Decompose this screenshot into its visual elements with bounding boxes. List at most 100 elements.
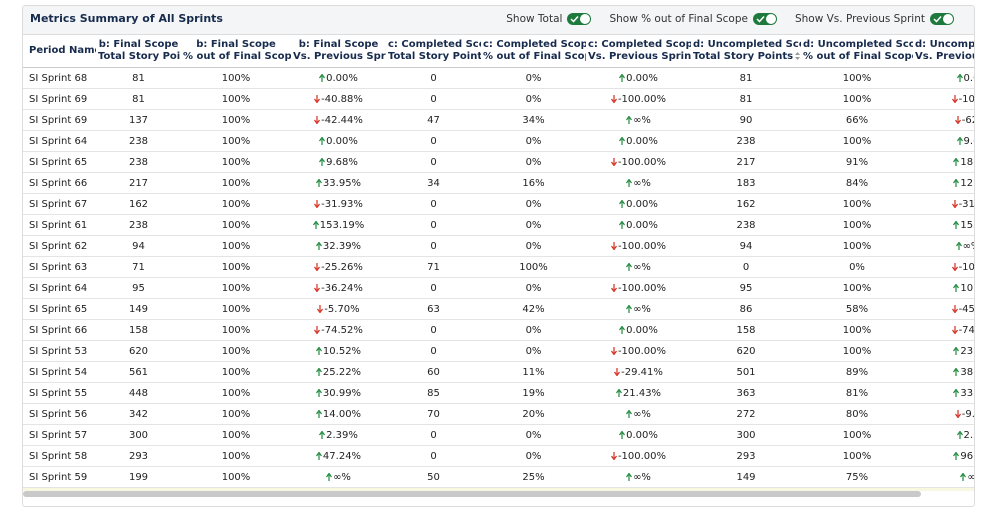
toggle-switch[interactable] bbox=[567, 13, 592, 25]
cell: -30.40% bbox=[586, 487, 691, 491]
cell: 620 bbox=[691, 340, 801, 362]
cell-text: 153.19% bbox=[319, 219, 365, 231]
cell: 95 bbox=[96, 277, 181, 299]
column-header[interactable]: d: Uncompleted Scope% out of Final Scope bbox=[801, 35, 913, 68]
up-arrow bbox=[319, 73, 326, 82]
table-row: SI Sprint 69 137 100% -42.44% 47 34% ∞% 90 66% -6… bbox=[23, 109, 974, 131]
cell-text: 81 bbox=[132, 93, 145, 105]
cell-text: 100% bbox=[519, 261, 548, 273]
cell-text: -36.24% bbox=[321, 282, 363, 294]
cell: 18.5 bbox=[913, 151, 974, 173]
cell: 100% bbox=[801, 130, 913, 152]
row-label: SI Sprint 69 bbox=[23, 109, 96, 131]
cell-text: 0.00% bbox=[626, 219, 658, 231]
cell-text: 448 bbox=[128, 387, 149, 399]
cell-text: 158 bbox=[128, 324, 149, 336]
toggle-switch[interactable] bbox=[930, 13, 954, 25]
toggle[interactable]: Show Total bbox=[506, 13, 592, 25]
cell-text: 90 bbox=[739, 114, 753, 126]
table-row: SI Sprint 66 158 100% -74.52% 0 0% 0.00% 158 100… bbox=[23, 319, 974, 341]
row-label: SI Sprint 59 bbox=[23, 466, 96, 488]
cell: 24.00 bbox=[386, 487, 481, 491]
cell: 47 bbox=[386, 109, 481, 131]
up-arrow bbox=[953, 388, 960, 397]
cell: 0% bbox=[481, 130, 586, 152]
cell-text: SI Sprint 56 bbox=[29, 408, 88, 420]
cell-text: 363 bbox=[736, 387, 756, 399]
column-header[interactable]: b: Final Scope% out of Final Scope bbox=[181, 35, 291, 68]
cell-text: ∞% bbox=[633, 408, 651, 420]
toggle[interactable]: Show Vs. Previous Sprint bbox=[795, 13, 954, 25]
row-label: SI Sprint 65 bbox=[23, 151, 96, 173]
cell: 10.52% bbox=[291, 340, 386, 362]
cell-text: 300 bbox=[736, 429, 756, 441]
cell: 0.0 bbox=[913, 67, 974, 89]
cell: 34 bbox=[386, 172, 481, 194]
average-row: Average236.10100.00%5.13%24.0013.35%-30.… bbox=[23, 487, 974, 491]
cell-text: 620 bbox=[736, 345, 756, 357]
cell-text: 149 bbox=[128, 303, 149, 315]
cell-text: 149 bbox=[736, 471, 756, 483]
row-label: SI Sprint 56 bbox=[23, 403, 96, 425]
cell: 0.00% bbox=[586, 67, 691, 89]
down-arrow bbox=[954, 115, 961, 124]
cell-text: 0% bbox=[525, 450, 542, 462]
up-arrow bbox=[315, 367, 322, 376]
sort-icon bbox=[795, 52, 801, 60]
row-label: SI Sprint 53 bbox=[23, 340, 96, 362]
cell-text: 100% bbox=[221, 366, 251, 378]
cell: 100% bbox=[181, 424, 291, 446]
cell: 100% bbox=[181, 382, 291, 404]
cell-text: 75% bbox=[845, 471, 869, 483]
cell-text: 89% bbox=[845, 366, 869, 378]
cell-text: 0.00% bbox=[626, 72, 658, 84]
cell-text: 0% bbox=[525, 135, 542, 147]
cell: 11% bbox=[481, 361, 586, 383]
row-label: SI Sprint 55 bbox=[23, 382, 96, 404]
cell: 12.9 bbox=[913, 172, 974, 194]
column-header[interactable]: Period Name bbox=[23, 35, 96, 68]
down-arrow bbox=[314, 262, 321, 271]
cell-text: 293 bbox=[736, 450, 756, 462]
cell-text: SI Sprint 69 bbox=[29, 93, 88, 105]
cell-text: -10.0 bbox=[958, 93, 975, 105]
up-arrow bbox=[956, 136, 963, 145]
cell-text: 96.6 bbox=[960, 450, 974, 462]
cell-text: 23.7 bbox=[960, 345, 974, 357]
cell: 0 bbox=[386, 277, 481, 299]
toggle[interactable]: Show % out of Final Scope bbox=[609, 13, 777, 25]
cell: 0 bbox=[386, 214, 481, 236]
table-row: SI Sprint 67 162 100% -31.93% 0 0% 0.00% 162 100… bbox=[23, 193, 974, 215]
cell-text: 100% bbox=[221, 324, 251, 336]
cell-text: 238 bbox=[128, 135, 149, 147]
cell-text: 60 bbox=[427, 366, 440, 378]
cell: 100% bbox=[801, 340, 913, 362]
cell-text: -29.41% bbox=[621, 366, 663, 378]
column-header[interactable]: c: Completed Scope Vs. Previous Sprint bbox=[586, 35, 691, 68]
cell-text: 42% bbox=[522, 303, 545, 315]
toggle-switch[interactable] bbox=[752, 13, 777, 25]
cell: 100% bbox=[181, 235, 291, 257]
cell-text: -25.26% bbox=[321, 261, 363, 273]
cell: -36.24% bbox=[291, 277, 386, 299]
header-line: Vs. Previous Sprint bbox=[588, 51, 691, 63]
cell-text: 0% bbox=[525, 219, 542, 231]
row-label: SI Sprint 61 bbox=[23, 214, 96, 236]
cell-text: 0 bbox=[430, 219, 437, 231]
column-header[interactable]: c: Completed Scope% out of Final Scope bbox=[481, 35, 586, 68]
cell-text: 100% bbox=[221, 135, 251, 147]
cell: 0% bbox=[481, 277, 586, 299]
cell: 100% bbox=[801, 424, 913, 446]
cell: -100.00% bbox=[586, 277, 691, 299]
cell: -74.5 bbox=[913, 319, 974, 341]
cell: 238 bbox=[691, 130, 801, 152]
cell-text: -31.93% bbox=[321, 198, 363, 210]
table-row: SI Sprint 62 94 100% 32.39% 0 0% -100.00% 94 100… bbox=[23, 235, 974, 257]
scrollbar[interactable] bbox=[23, 491, 921, 497]
cell-text: 0.00% bbox=[626, 135, 658, 147]
